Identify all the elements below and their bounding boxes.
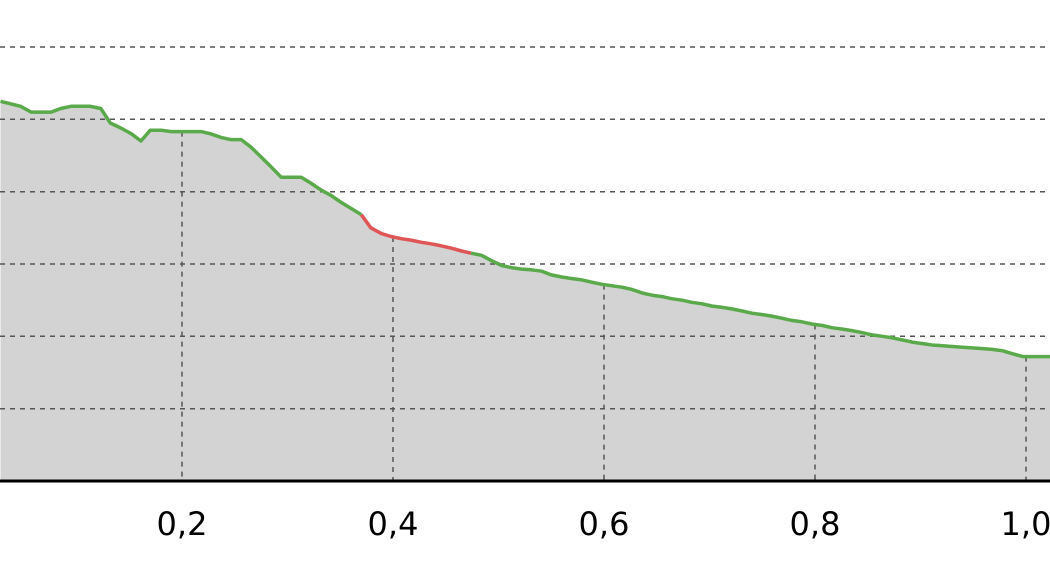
- area-fill: [1, 101, 1050, 481]
- x-tick-label: 1,0: [1001, 505, 1050, 543]
- x-tick-label: 0,4: [368, 505, 419, 543]
- x-tick-label: 0,6: [579, 505, 630, 543]
- x-tick-label: 0,2: [157, 505, 208, 543]
- x-tick-labels: 0,2 0,4 0,6 0,8 1,0: [157, 505, 1050, 543]
- x-tick-label: 0,8: [790, 505, 841, 543]
- area-fill-shape: [1, 101, 1050, 481]
